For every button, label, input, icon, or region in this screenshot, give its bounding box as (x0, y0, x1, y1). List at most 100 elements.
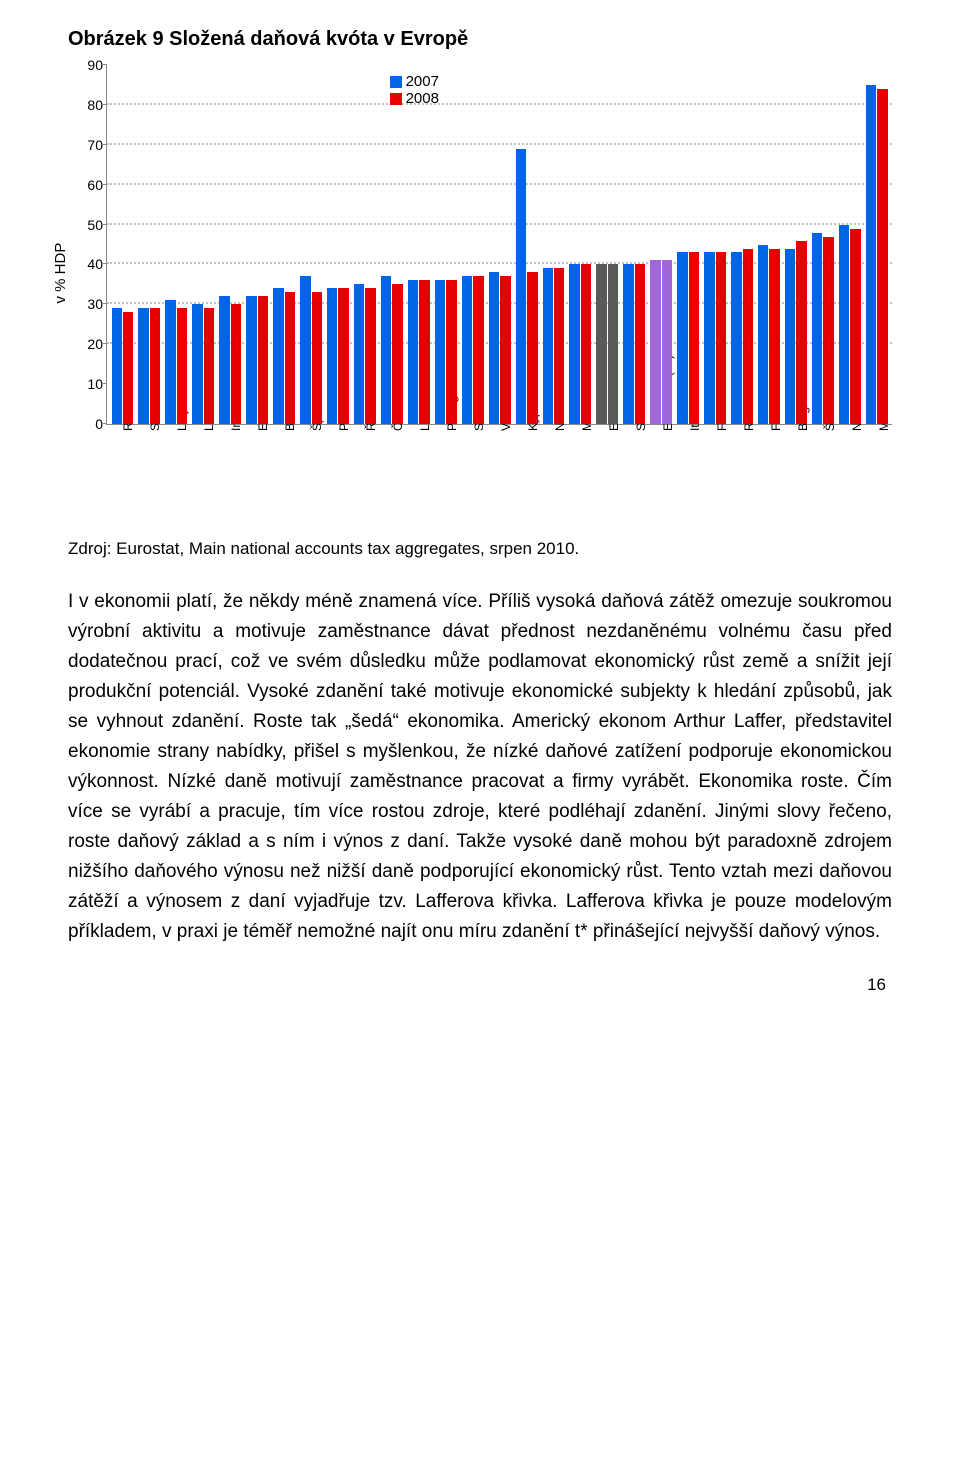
bar-group (380, 65, 403, 424)
bar-2007 (300, 276, 310, 424)
y-tick-label: 10 (77, 377, 103, 391)
bar-2008 (608, 264, 618, 424)
legend-swatch-2007 (390, 76, 402, 88)
bar-group (704, 65, 727, 424)
bar-2007 (435, 280, 445, 424)
y-tick-label: 90 (77, 58, 103, 72)
bar-2007 (650, 260, 660, 424)
bar-group (353, 65, 376, 424)
page-number: 16 (68, 975, 892, 995)
bar-2007 (381, 276, 391, 424)
bar-2008 (877, 89, 887, 424)
y-tick-label: 40 (77, 257, 103, 271)
bar-group (138, 65, 161, 424)
bar-2008 (338, 288, 348, 424)
bar-group (461, 65, 484, 424)
bar-2008 (392, 284, 402, 424)
bar-2008 (743, 249, 753, 425)
bar-2008 (419, 280, 429, 424)
bar-group (731, 65, 754, 424)
bar-2007 (273, 288, 283, 424)
bar-2007 (785, 249, 795, 425)
bar-2007 (516, 149, 526, 424)
bar-2007 (192, 304, 202, 424)
legend-label: 2008 (406, 90, 439, 107)
bar-2008 (312, 292, 322, 424)
bar-2007 (543, 268, 553, 424)
bar-2008 (689, 252, 699, 424)
bar-group (273, 65, 296, 424)
bar-group (219, 65, 242, 424)
x-axis-labels: RumunskoSlovenskoLotyšskoLitvaIrskoEston… (110, 427, 888, 525)
bar-group (434, 65, 457, 424)
bar-2007 (731, 252, 741, 424)
bar-group (542, 65, 565, 424)
bar-group (677, 65, 700, 424)
source-text: Zdroj: Eurostat, Main national accounts … (68, 539, 892, 559)
bar-2007 (839, 225, 849, 424)
bar-2008 (123, 312, 133, 424)
bar-group (623, 65, 646, 424)
y-tick-label: 0 (77, 417, 103, 431)
bar-group (596, 65, 619, 424)
bar-group (515, 65, 538, 424)
bar-group (758, 65, 781, 424)
bar-2007 (677, 252, 687, 424)
bar-2007 (138, 308, 148, 424)
legend-item: 2007 (390, 73, 439, 90)
bar-2007 (246, 296, 256, 424)
bar-2007 (596, 264, 606, 424)
bar-2008 (527, 272, 537, 424)
bar-2008 (473, 276, 483, 424)
y-tick-label: 30 (77, 297, 103, 311)
y-axis-label: v % HDP (52, 243, 69, 304)
bar-2007 (704, 252, 714, 424)
bar-2008 (769, 249, 779, 425)
y-tick-label: 20 (77, 337, 103, 351)
bar-group (865, 65, 888, 424)
bar-2008 (662, 260, 672, 424)
bar-group (488, 65, 511, 424)
bar-2008 (365, 288, 375, 424)
bar-2007 (758, 245, 768, 425)
bar-group (246, 65, 269, 424)
bar-2007 (327, 288, 337, 424)
bar-2008 (204, 308, 214, 424)
bar-2007 (812, 233, 822, 424)
bar-group (192, 65, 215, 424)
bar-2008 (285, 292, 295, 424)
bar-2007 (623, 264, 633, 424)
bar-group (327, 65, 350, 424)
bar-2007 (866, 85, 876, 424)
bar-2007 (165, 300, 175, 424)
legend-label: 2007 (406, 73, 439, 90)
bars-container (111, 65, 888, 424)
bar-chart: v % HDP 2007 2008 0102030405060708090 Ru… (68, 65, 892, 525)
bar-group (165, 65, 188, 424)
bar-2007 (408, 280, 418, 424)
bar-2008 (177, 308, 187, 424)
body-text: I v ekonomii platí, že někdy méně znamen… (68, 587, 892, 947)
y-tick-label: 70 (77, 138, 103, 152)
legend-swatch-2008 (390, 93, 402, 105)
plot-area: 2007 2008 0102030405060708090 (106, 65, 892, 425)
chart-legend: 2007 2008 (390, 73, 439, 107)
bar-2008 (635, 264, 645, 424)
bar-2007 (462, 276, 472, 424)
bar-group (569, 65, 592, 424)
bar-2008 (231, 304, 241, 424)
bar-2007 (569, 264, 579, 424)
bar-group (300, 65, 323, 424)
bar-group (784, 65, 807, 424)
bar-2007 (219, 296, 229, 424)
bar-2008 (823, 237, 833, 424)
figure-title: Obrázek 9 Složená daňová kvóta v Evropě (68, 28, 892, 51)
bar-2008 (446, 280, 456, 424)
y-tick-label: 60 (77, 178, 103, 192)
bar-2008 (581, 264, 591, 424)
y-tick-label: 80 (77, 98, 103, 112)
bar-2008 (850, 229, 860, 424)
bar-2008 (258, 296, 268, 424)
bar-2008 (150, 308, 160, 424)
bar-2008 (554, 268, 564, 424)
